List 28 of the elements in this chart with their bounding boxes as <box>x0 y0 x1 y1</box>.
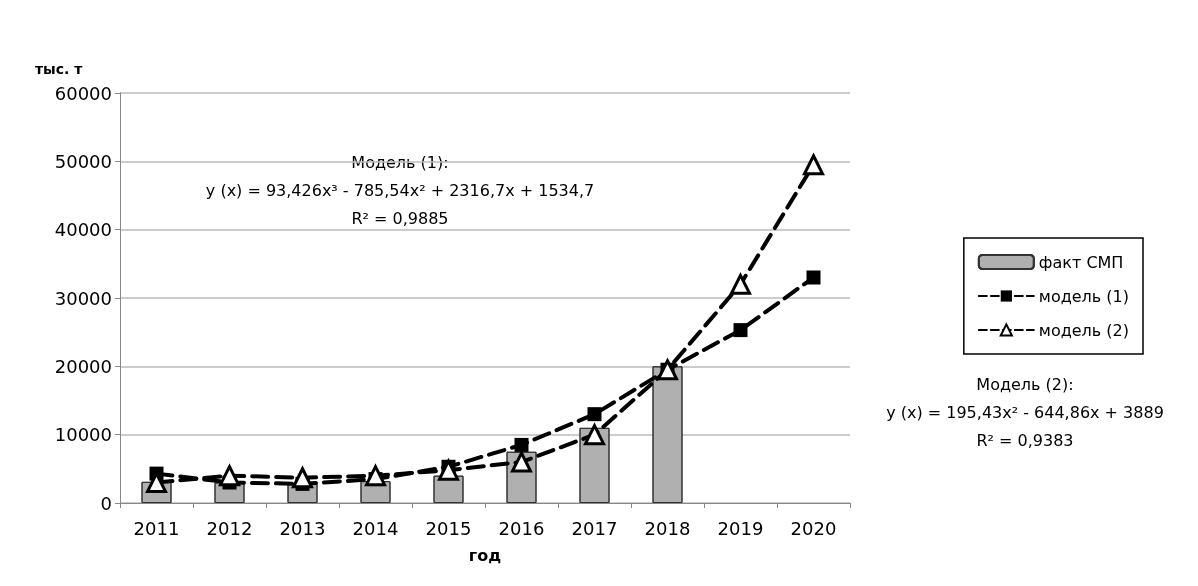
y-tick-label: 60000 <box>54 82 112 104</box>
x-tick-label: 2013 <box>279 517 326 539</box>
y-tick-label: 0 <box>100 492 112 514</box>
x-tick-label: 2017 <box>571 517 618 539</box>
text: R² = 0,9383 <box>976 430 1074 450</box>
legend-label: модель (1) <box>1038 286 1129 306</box>
y-tick-label: 20000 <box>54 355 112 377</box>
x-tick-label: 2014 <box>352 517 399 539</box>
y-axis-title: тыс. т <box>35 61 84 77</box>
x-tick-label: 2015 <box>425 517 472 539</box>
y-tick-label: 10000 <box>54 424 112 446</box>
x-tick-label: 2012 <box>206 517 253 539</box>
text: y (x) = 195,43x² - 644,86x + 3889 <box>886 402 1164 422</box>
annotation: R² = 0,9885 <box>351 208 449 228</box>
x-tick-label: 2020 <box>790 517 837 539</box>
annotation: y (x) = 93,426x³ - 785,54x² + 2316,7x + 1534,7 <box>205 180 595 200</box>
text: Модель (2): <box>976 374 1074 394</box>
x-axis-title: год <box>468 545 502 565</box>
x-tick-label: 2019 <box>717 517 764 539</box>
annotation: Модель (1): <box>351 152 449 172</box>
x-tick-label: 2011 <box>133 517 180 539</box>
y-tick-label: 50000 <box>54 150 112 172</box>
legend-label: факт СМП <box>1038 252 1124 272</box>
x-tick-label: 2018 <box>644 517 691 539</box>
legend-label: модель (2) <box>1038 320 1129 340</box>
y-tick-label: 30000 <box>54 287 112 309</box>
x-tick-label: 2016 <box>498 517 545 539</box>
y-tick-label: 40000 <box>54 219 112 241</box>
